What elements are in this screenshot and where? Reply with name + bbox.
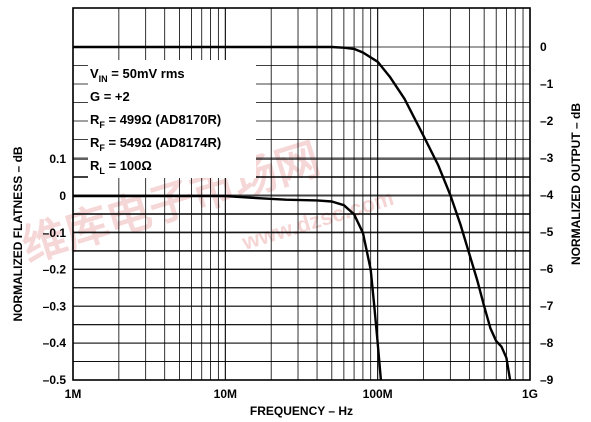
annotation-line: G = +2 xyxy=(90,89,130,104)
annotation-main: R xyxy=(90,135,100,150)
annotation-subscript: F xyxy=(99,120,105,130)
annotation-subscript: L xyxy=(99,166,105,176)
y-axis-left-label: NORMALIZED FLATNESS – dB xyxy=(11,146,25,321)
annotation-main: R xyxy=(90,158,100,173)
y-left-tick-label: –0.1 xyxy=(43,226,67,240)
curve-normalized-flatness xyxy=(73,194,383,381)
y-right-tick-label: –2 xyxy=(540,114,554,128)
annotation-line: RF = 549Ω (AD8174R) xyxy=(90,135,221,153)
y-right-tick-label: –3 xyxy=(540,151,554,165)
annotation-rest: = 50mV rms xyxy=(108,66,185,81)
annotation-subscript: F xyxy=(99,143,105,153)
y-left-tick-label: –0.4 xyxy=(43,336,67,350)
y-right-tick-label: –5 xyxy=(540,225,554,239)
y-right-tick-label: –7 xyxy=(540,299,554,313)
tick-labels: 1M 10M 100M 1G 0.1 0 –0.1 –0.2 –0.3 –0.4 –0.5 0 –1 –2… xyxy=(43,40,554,401)
y-right-tick-label: –4 xyxy=(540,188,554,202)
annotation-main: R xyxy=(90,112,100,127)
y-axis-right-label: NORMALIZED OUTPUT – dB xyxy=(569,103,583,265)
annotation-rest: = 549Ω (AD8174R) xyxy=(105,135,221,150)
y-right-tick-label: –9 xyxy=(540,373,554,387)
y-left-tick-label: 0 xyxy=(59,189,66,203)
y-right-tick-label: –1 xyxy=(540,77,554,91)
annotation-line: RL = 100Ω xyxy=(90,158,152,176)
annotation-rest: = 100Ω xyxy=(105,158,152,173)
y-right-tick-label: –6 xyxy=(540,262,554,276)
annotation-background xyxy=(88,60,256,178)
x-tick-label: 1M xyxy=(65,387,82,401)
curves xyxy=(73,45,512,381)
annotation-main: G = +2 xyxy=(90,89,130,104)
y-left-tick-label: 0.1 xyxy=(49,152,66,166)
annotation-rest: = 499Ω (AD8170R) xyxy=(105,112,221,127)
annotation-line: RF = 499Ω (AD8170R) xyxy=(90,112,221,130)
annotation-line: VIN = 50mV rms xyxy=(90,66,185,84)
annotation-subscript: IN xyxy=(99,74,108,84)
y-right-tick-label: –8 xyxy=(540,336,554,350)
x-tick-label: 10M xyxy=(214,387,237,401)
y-left-tick-label: –0.5 xyxy=(43,373,67,387)
curve-normalized-output xyxy=(73,45,512,381)
plot-frame xyxy=(72,7,531,381)
y-left-tick-label: –0.3 xyxy=(43,299,67,313)
annotation-main: V xyxy=(90,66,99,81)
y-left-tick-label: –0.2 xyxy=(43,263,67,277)
x-axis-label: FREQUENCY – Hz xyxy=(250,404,353,418)
y-right-tick-label: 0 xyxy=(540,40,547,54)
x-tick-label: 100M xyxy=(363,387,393,401)
x-tick-label: 1G xyxy=(522,387,538,401)
